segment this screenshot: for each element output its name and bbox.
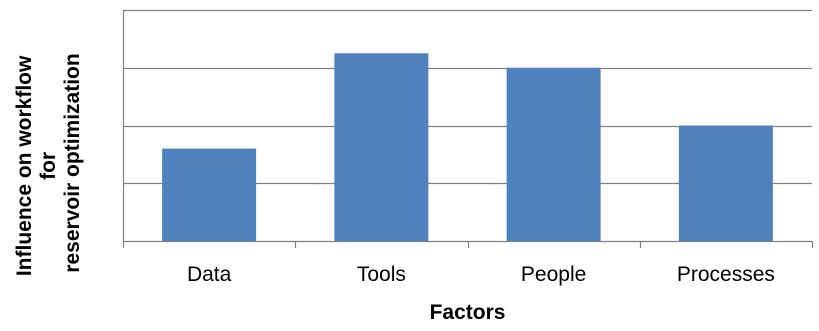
x-tick-label-tools: Tools — [357, 263, 406, 286]
bars — [162, 53, 773, 241]
bar-people — [506, 67, 601, 241]
y-axis-title-line-3: reservoir optimization — [61, 53, 84, 272]
x-tick-marks — [122, 241, 814, 248]
x-tick-label-people: People — [521, 263, 586, 286]
x-axis-title: Factors — [430, 301, 506, 324]
bar-tools — [334, 53, 429, 241]
y-axis-title: Influence on workflow for reservoir opti… — [13, 50, 84, 276]
y-axis-title-line-1: Influence on workflow — [13, 55, 36, 276]
x-tick-label-processes: Processes — [677, 263, 775, 286]
x-tick-label-data: Data — [187, 263, 232, 286]
y-axis-title-line-2: for — [37, 152, 60, 180]
axes — [122, 10, 812, 243]
bar-processes — [678, 125, 773, 241]
bar-data — [162, 148, 257, 241]
x-tick-labels: Data Tools People Processes — [187, 263, 775, 286]
